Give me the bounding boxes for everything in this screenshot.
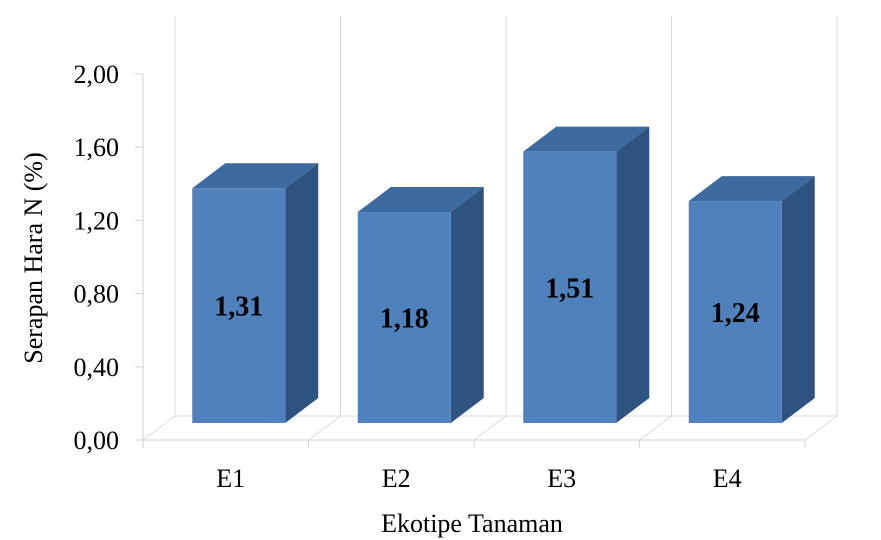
- x-tick-label: E3: [547, 464, 576, 493]
- bar: [357, 187, 484, 423]
- bar-top: [192, 163, 319, 189]
- y-tick-label: 0,00: [74, 426, 120, 455]
- floor-diagonal: [142, 415, 176, 441]
- data-label: 1,51: [545, 273, 594, 304]
- y-tick-label: 1,60: [74, 133, 120, 162]
- x-tick-label: E1: [216, 464, 245, 493]
- y-tick-label: 0,80: [74, 280, 120, 309]
- data-labels: 1,31 1,18 1,51 1,24: [214, 273, 760, 334]
- bar-side: [450, 187, 484, 423]
- data-label: 1,18: [380, 304, 429, 335]
- bar-top: [357, 187, 484, 213]
- data-label: 1,24: [711, 298, 760, 329]
- bar-front: [192, 188, 286, 423]
- data-label: 1,31: [214, 292, 263, 323]
- y-tick-label: 1,20: [74, 206, 120, 235]
- x-axis-title: Ekotipe Tanaman: [381, 509, 563, 538]
- y-axis-ticks: 0,00 0,40 0,80 1,20 1,60 2,00: [74, 60, 144, 455]
- bar: [523, 126, 650, 424]
- bar-top: [523, 126, 650, 152]
- bar-side: [285, 163, 319, 423]
- x-tick-label: E4: [713, 464, 742, 493]
- bar-side: [781, 176, 815, 423]
- floor-diagonal: [308, 415, 341, 441]
- floor-diagonal: [804, 415, 838, 441]
- bar: [192, 163, 319, 423]
- y-axis-title: Serapan Hara N (%): [19, 152, 48, 364]
- grid: [174, 16, 838, 416]
- bar-front: [688, 201, 782, 423]
- x-tick-label: E2: [382, 464, 411, 493]
- x-axis-ticks: E1 E2 E3 E4: [216, 464, 741, 493]
- floor-diagonal: [639, 415, 672, 441]
- y-tick-label: 0,40: [74, 353, 120, 382]
- bar-front: [357, 212, 451, 423]
- bar: [688, 176, 815, 423]
- bar-top: [688, 176, 815, 202]
- y-tick-label: 2,00: [74, 60, 120, 89]
- bars: [192, 126, 815, 424]
- bar-front: [523, 151, 617, 424]
- bar-side: [616, 126, 650, 424]
- floor-diagonal: [473, 415, 507, 441]
